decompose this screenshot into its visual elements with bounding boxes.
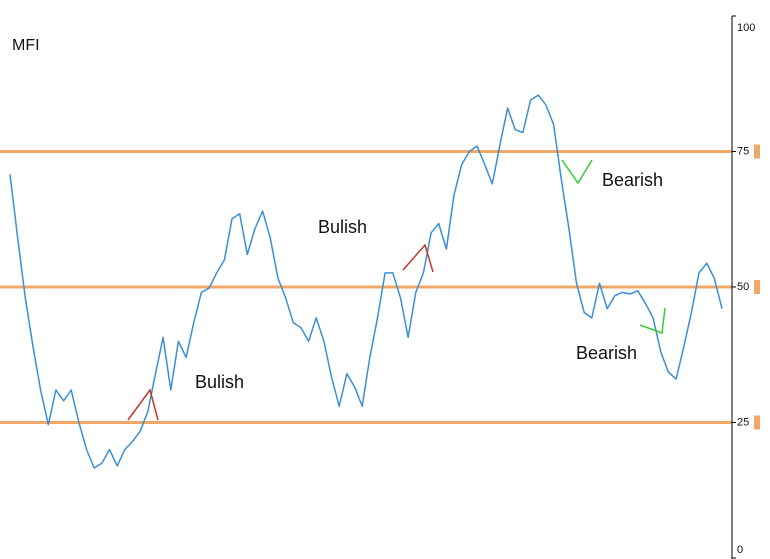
y-tick-label: 0 — [737, 544, 743, 556]
arrow — [561, 159, 593, 185]
annotation: Bulish — [318, 217, 367, 237]
arrow — [127, 388, 159, 421]
y-tick-label: 50 — [737, 281, 749, 293]
level-marker — [754, 144, 760, 159]
chart-title: MFI — [12, 37, 40, 54]
arrow — [402, 243, 434, 273]
y-tick-label: 100 — [737, 22, 755, 34]
annotation: Bearish — [602, 170, 663, 190]
level-marker — [754, 415, 760, 430]
annotation: Bearish — [576, 343, 637, 363]
line-series — [9, 94, 723, 469]
y-tick-label: 75 — [737, 145, 749, 157]
arrow — [639, 307, 666, 335]
level-marker — [754, 280, 760, 294]
y-tick-label: 25 — [737, 416, 749, 428]
annotation: Bulish — [195, 372, 244, 392]
